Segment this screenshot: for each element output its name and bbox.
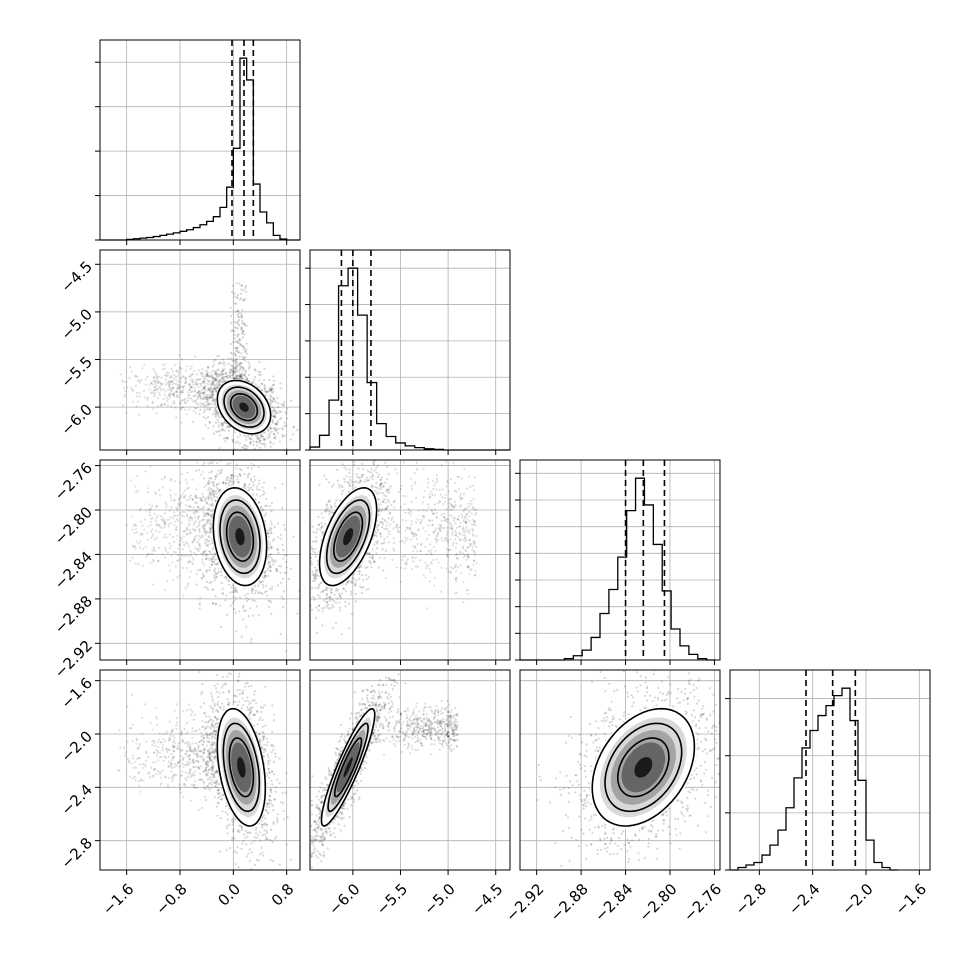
contour-line-2 bbox=[334, 737, 363, 798]
contour-line-0 bbox=[216, 707, 267, 827]
y-tick-label: −2.80 bbox=[51, 503, 96, 548]
hist-grid-2 bbox=[520, 460, 720, 661]
x-tick-label: −2.88 bbox=[547, 880, 592, 925]
contour-line-0 bbox=[591, 707, 696, 827]
x-tick-label: −2.80 bbox=[636, 880, 681, 925]
hist-grid-0 bbox=[100, 40, 300, 241]
pair-panel-1-3 bbox=[309, 669, 511, 875]
y-tick-label: −2.76 bbox=[51, 459, 96, 504]
x-tick-label: −2.76 bbox=[680, 880, 725, 925]
pair-panel-0-1 bbox=[95, 249, 301, 455]
hist-frame bbox=[309, 249, 511, 451]
contour-line-1 bbox=[222, 722, 261, 813]
hist-panel-1 bbox=[305, 249, 511, 455]
y-tick-label: −5.0 bbox=[58, 305, 96, 343]
y-tick-label: −2.8 bbox=[58, 834, 96, 872]
scatter-points bbox=[310, 673, 459, 869]
x-tick-label: −5.5 bbox=[373, 880, 411, 918]
contour-line-1 bbox=[223, 386, 265, 428]
y-tick-label: −2.84 bbox=[51, 548, 96, 593]
hist-panel-2 bbox=[515, 459, 721, 665]
y-tick-label: −6.0 bbox=[58, 400, 96, 438]
y-tick-label: −5.5 bbox=[58, 353, 96, 391]
y-tick-label: −2.4 bbox=[58, 781, 96, 819]
x-tick-label: −1.6 bbox=[99, 880, 137, 918]
pair-frame bbox=[519, 669, 721, 871]
contour-line-2 bbox=[332, 511, 364, 562]
contour-line-0 bbox=[320, 707, 376, 827]
contour-line-1 bbox=[327, 722, 369, 813]
contour-line-0 bbox=[212, 486, 268, 587]
y-tick-label: −2.88 bbox=[51, 592, 96, 637]
hist-grid-3 bbox=[730, 670, 930, 871]
histogram-line bbox=[730, 687, 898, 871]
y-tick-label: −4.5 bbox=[58, 258, 96, 296]
contour-line-2 bbox=[225, 511, 255, 562]
histogram-line bbox=[100, 57, 300, 241]
x-tick-label: 0.0 bbox=[214, 880, 244, 910]
x-tick-label: −4.5 bbox=[468, 880, 506, 918]
pair-grid bbox=[100, 250, 300, 450]
pair-frame bbox=[309, 669, 511, 871]
hist-frame bbox=[729, 669, 931, 871]
density-peak bbox=[634, 757, 653, 778]
density-peak bbox=[235, 528, 245, 546]
pair-frame bbox=[99, 459, 301, 661]
pair-frame bbox=[99, 669, 301, 871]
scatter-points bbox=[125, 460, 300, 653]
scatter-points bbox=[119, 282, 299, 450]
y-tick-label: −2.0 bbox=[58, 727, 96, 765]
x-tick-label: −0.8 bbox=[152, 880, 190, 918]
hist-grid-1 bbox=[310, 250, 510, 451]
x-tick-label: −1.6 bbox=[892, 880, 930, 918]
contour-line-0 bbox=[216, 379, 272, 435]
contour-line-2 bbox=[228, 737, 255, 798]
hist-frame bbox=[99, 39, 301, 241]
pair-frame bbox=[99, 249, 301, 451]
pair-panel-0-3 bbox=[95, 669, 301, 875]
contour-line-1 bbox=[325, 499, 371, 575]
density-peak bbox=[239, 402, 249, 412]
density-peak bbox=[343, 757, 353, 778]
x-tick-label: −2.84 bbox=[591, 880, 636, 925]
hist-panel-3 bbox=[725, 669, 931, 875]
pair-panel-0-2 bbox=[95, 459, 301, 665]
histogram-line bbox=[520, 477, 716, 661]
contour-line-2 bbox=[229, 392, 259, 422]
pair-frame bbox=[309, 459, 511, 661]
pair-grid bbox=[520, 670, 720, 870]
pair-panel-1-2 bbox=[309, 459, 511, 665]
x-tick-label: −5.0 bbox=[420, 880, 458, 918]
contour-line-2 bbox=[616, 737, 670, 798]
contour-line-0 bbox=[318, 486, 378, 587]
pair-grid bbox=[100, 670, 300, 870]
x-tick-label: 0.8 bbox=[268, 880, 298, 910]
y-tick-label: −2.92 bbox=[51, 637, 96, 682]
x-tick-label: −6.0 bbox=[325, 880, 363, 918]
density-peak bbox=[237, 757, 246, 778]
contour-line-1 bbox=[604, 722, 683, 813]
histogram-line bbox=[309, 267, 510, 451]
x-tick-label: −2.4 bbox=[785, 880, 823, 918]
x-tick-label: −2.0 bbox=[838, 880, 876, 918]
density-peak bbox=[343, 528, 354, 546]
hist-panel-0 bbox=[95, 39, 301, 245]
contour-line-1 bbox=[219, 499, 261, 575]
x-tick-label: −2.92 bbox=[502, 880, 547, 925]
pair-panel-2-3 bbox=[519, 669, 721, 875]
x-tick-label: −2.8 bbox=[732, 880, 770, 918]
hist-frame bbox=[519, 459, 721, 661]
